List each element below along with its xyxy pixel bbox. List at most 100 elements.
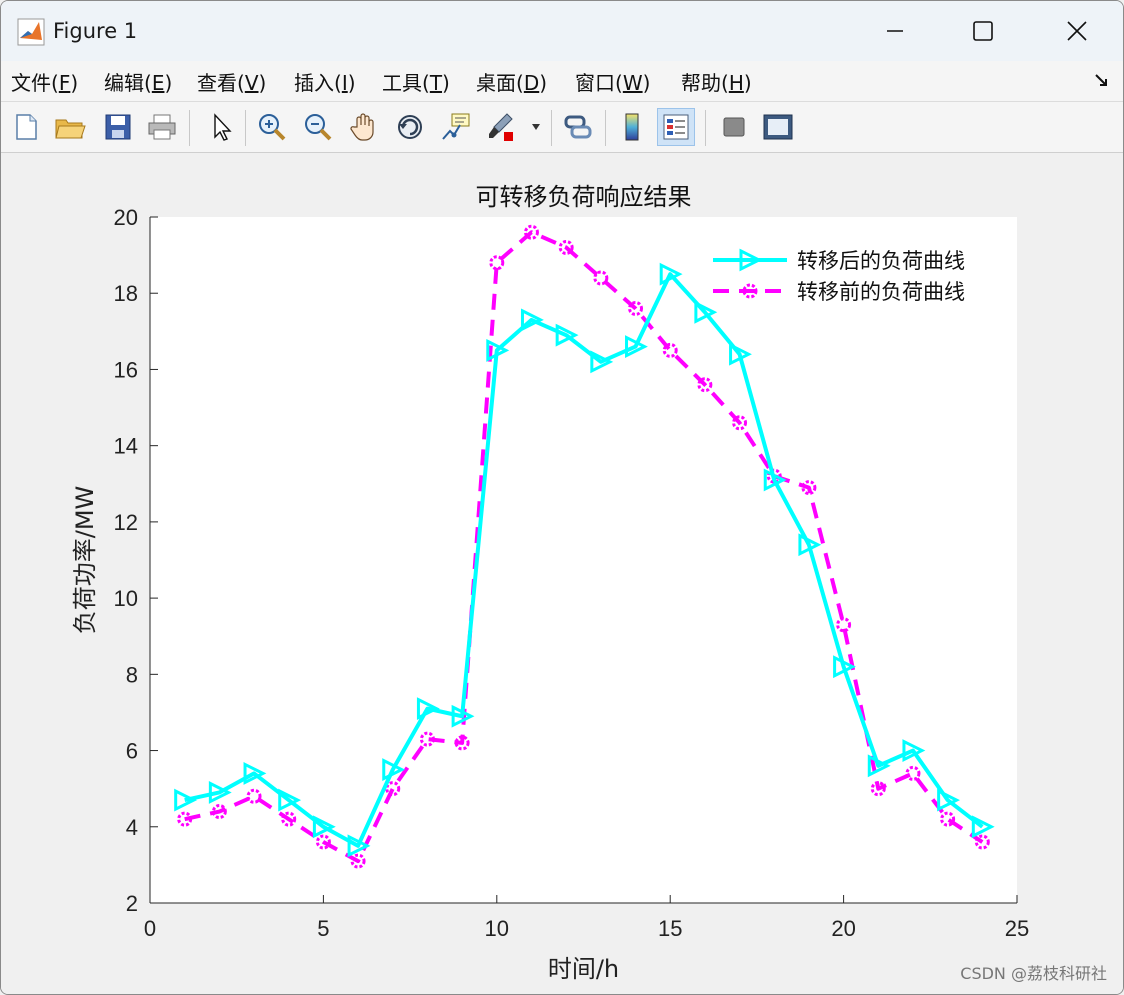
menu-window[interactable]: 窗口(W)	[575, 71, 651, 95]
x-tick-label: 20	[831, 916, 855, 941]
open-icon	[55, 119, 86, 139]
save-icon	[105, 114, 131, 140]
data-point	[697, 377, 713, 393]
data-point	[211, 804, 227, 820]
pointer-icon	[214, 113, 232, 141]
data-point	[662, 342, 678, 358]
data-point	[454, 735, 470, 751]
data-point	[590, 350, 614, 374]
x-tick-label: 15	[658, 916, 682, 941]
series-1	[174, 262, 995, 858]
menu-help[interactable]: 帮助(H)	[681, 71, 752, 95]
brush-icon	[489, 113, 513, 141]
data-point	[246, 788, 262, 804]
y-axis-label: 负荷功率/MW	[71, 486, 99, 635]
data-point	[523, 224, 539, 240]
chart-title: 可转移负荷响应结果	[476, 183, 692, 211]
save-button[interactable]	[99, 108, 137, 146]
rotate-button[interactable]	[391, 108, 429, 146]
new-figure-icon	[16, 114, 37, 140]
dock-arrow-icon[interactable]	[1093, 71, 1111, 89]
zoom-in-button[interactable]	[253, 108, 291, 146]
x-tick-label: 10	[485, 916, 509, 941]
close-button[interactable]	[1031, 1, 1123, 61]
title-bar: Figure 1	[1, 1, 1123, 61]
y-tick-label: 20	[114, 205, 138, 230]
data-point	[350, 853, 366, 869]
show-plot-tools-icon	[763, 114, 793, 140]
data-point	[416, 697, 440, 721]
data-point	[281, 811, 297, 827]
hide-plot-tools-button[interactable]	[715, 108, 753, 146]
data-cursor-icon	[442, 113, 470, 140]
colorbar-button[interactable]	[613, 108, 651, 146]
watermark: CSDN @荔枝科研社	[960, 964, 1107, 983]
matlab-logo-icon	[17, 18, 45, 46]
new-figure-button[interactable]	[7, 108, 45, 146]
data-point	[694, 300, 718, 324]
menu-edit[interactable]: 编辑(E)	[104, 71, 173, 95]
data-point	[905, 765, 921, 781]
data-point	[798, 533, 822, 557]
menu-desktop[interactable]: 桌面(D)	[476, 71, 548, 95]
minimize-icon	[887, 30, 903, 32]
rotate-icon	[398, 115, 422, 139]
line-chart[interactable]: 0 5 10 15 20 25 2 4 6 8 10 12 14 16 18 20 转移后的负荷曲线转移前的负…	[1, 153, 1124, 994]
data-point	[974, 834, 990, 850]
data-point	[555, 323, 579, 347]
data-point	[625, 335, 648, 359]
data-point	[593, 270, 609, 286]
x-axis-label: 时间/h	[548, 955, 619, 983]
y-tick-label: 14	[114, 434, 138, 459]
menu-file[interactable]: 文件(F)	[11, 71, 79, 95]
link-button[interactable]	[559, 108, 597, 146]
pointer-button[interactable]	[201, 108, 239, 146]
data-point	[763, 468, 787, 492]
show-plot-tools-button[interactable]	[759, 108, 797, 146]
data-point	[833, 655, 856, 679]
data-point	[628, 300, 644, 316]
colorbar-icon	[625, 113, 639, 141]
y-tick-label: 8	[126, 662, 138, 687]
x-tick-label: 5	[317, 916, 329, 941]
y-tick-label: 16	[114, 357, 138, 382]
y-tick-label: 6	[126, 739, 138, 764]
print-icon	[148, 114, 176, 140]
data-point	[801, 480, 817, 496]
y-tick-label: 18	[114, 281, 138, 306]
data-point	[766, 468, 782, 484]
print-button[interactable]	[143, 108, 181, 146]
menu-insert[interactable]: 插入(I)	[294, 71, 356, 95]
brush-dropdown[interactable]	[527, 108, 545, 146]
open-button[interactable]	[51, 108, 89, 146]
pan-button[interactable]	[345, 108, 383, 146]
data-point	[867, 754, 891, 778]
menu-tools[interactable]: 工具(T)	[382, 71, 450, 95]
zoom-out-button[interactable]	[299, 108, 337, 146]
data-point	[486, 338, 510, 362]
data-point	[312, 815, 336, 839]
data-point	[347, 834, 371, 858]
y-tick-label: 4	[126, 815, 138, 840]
legend-label: 转移后的负荷曲线	[797, 249, 965, 273]
data-cursor-button[interactable]	[437, 108, 475, 146]
y-tick-label: 12	[114, 510, 138, 535]
link-icon	[564, 115, 592, 139]
data-point	[451, 704, 475, 728]
data-point	[729, 342, 752, 366]
data-point	[870, 781, 886, 797]
x-tick-label: 0	[144, 916, 156, 941]
data-point	[278, 788, 302, 812]
legend-button[interactable]	[657, 108, 695, 146]
menu-view[interactable]: 查看(V)	[197, 71, 267, 95]
brush-button[interactable]	[483, 108, 521, 146]
data-point	[836, 617, 852, 633]
pan-icon	[350, 113, 374, 141]
maximize-button[interactable]	[937, 1, 1029, 61]
data-point	[659, 262, 683, 286]
data-point	[243, 761, 267, 785]
legend-marker	[739, 248, 763, 272]
data-point	[382, 758, 406, 782]
minimize-button[interactable]	[849, 1, 941, 61]
